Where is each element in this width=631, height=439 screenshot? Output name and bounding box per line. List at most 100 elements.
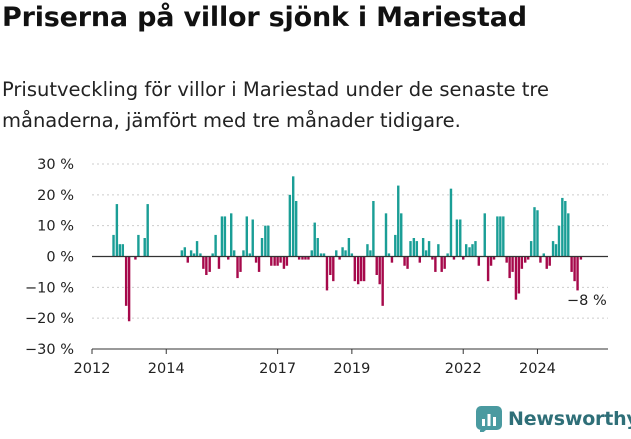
bar [542,253,545,257]
bar [415,241,419,257]
bar [325,256,329,291]
bar [524,256,527,263]
bar [564,201,567,257]
bar [294,201,298,257]
bar [455,219,459,257]
bar [421,238,425,257]
bar [297,256,301,260]
bar [394,234,397,257]
bar [492,256,496,260]
bar [381,256,384,306]
bar [232,250,236,257]
bar [434,256,437,272]
bar [471,244,474,257]
bar [137,234,140,257]
bar [387,253,391,257]
bar [369,250,372,257]
newsworthy-logo: Newsworthy [476,406,631,432]
x-tick-label: 2024 [519,361,556,377]
bar [344,250,347,257]
bar [551,241,555,257]
bar [536,210,539,257]
bar [517,256,521,294]
x-tick-label: 2017 [259,361,296,377]
bar [310,250,313,257]
bar [477,256,481,266]
bar [115,204,119,257]
bar [384,213,388,257]
bar [257,256,261,272]
bar [288,194,292,257]
bar [375,256,378,275]
latest-value-label: −8 % [567,293,607,309]
bar [403,256,406,266]
chart-title: Priserna på villor sjönk i Mariestad [2,2,527,33]
bar [332,256,335,282]
bar [353,256,357,282]
x-tick-label: 2022 [445,361,482,377]
bar [319,253,323,257]
bar [180,250,184,257]
bar [291,176,295,257]
bar [316,238,319,257]
bar [468,247,471,257]
bar [199,253,202,257]
bar [282,256,286,269]
bar [533,207,536,257]
bar [127,256,131,322]
y-tick-label: 20 % [37,188,74,204]
bar [205,256,208,275]
newsworthy-icon [476,406,502,432]
chart-subtitle: Prisutveckling för villor i Mariestad un… [2,78,550,132]
bar [112,234,115,257]
bar [372,201,375,257]
bar [437,244,440,257]
label-layer: 30 % 20 % 10 % 0 % −10 % −20 % −30 %2012 2014 20… [25,157,607,377]
bar [366,244,369,257]
x-tick-label: 2019 [333,361,370,377]
bar [322,253,326,257]
bar [121,244,125,257]
bar [573,256,576,282]
bar [124,256,128,306]
bar [579,256,583,260]
bar [418,256,421,263]
bar [561,197,564,257]
bar [223,216,227,257]
bar [304,256,307,260]
bar [378,256,381,285]
y-tick-label: 0 % [46,250,74,266]
bar [462,256,465,260]
bar [254,256,258,263]
bar [440,256,443,272]
bar [356,256,360,285]
bar [505,256,508,263]
bar [400,213,403,257]
bar [251,219,254,257]
bar [242,250,245,257]
bar [239,256,242,272]
bar [443,256,446,269]
bar [329,256,332,275]
bar [230,213,233,257]
bar [431,256,434,260]
bar [143,238,146,257]
bar [183,247,187,257]
bar [208,256,211,272]
bar [313,222,316,257]
bar [350,253,354,257]
brand-name: Newsworthy [508,408,631,430]
bar [446,253,449,257]
bar [464,244,468,257]
bar [359,256,363,282]
y-tick-label: 10 % [37,219,74,235]
bar [347,238,351,257]
bar [189,250,193,257]
bar [576,256,579,291]
bar [279,256,282,263]
bar [192,253,196,257]
bar [486,256,490,282]
bar [554,244,558,257]
x-tick-label: 2014 [148,361,185,377]
